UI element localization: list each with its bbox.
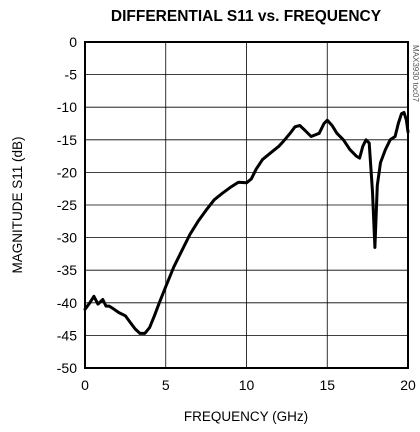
- y-tick-label: -35: [57, 262, 77, 278]
- figure-code-watermark: MAX3930 toc07: [411, 45, 420, 102]
- y-tick-label: -50: [57, 360, 77, 376]
- y-tick-label: -5: [65, 67, 78, 83]
- x-axis-label: FREQUENCY (GHz): [184, 409, 308, 424]
- x-axis-ticks: 0 5 10 15 20: [81, 377, 416, 393]
- y-tick-label: -10: [57, 99, 77, 115]
- y-tick-label: 0: [69, 34, 77, 50]
- plot-area-frame: [84, 41, 409, 369]
- y-tick-label: -30: [57, 230, 77, 246]
- grid: [84, 41, 409, 369]
- y-axis-label: MAGNITUDE S11 (dB): [10, 136, 25, 273]
- y-tick-label: -40: [57, 295, 77, 311]
- y-axis-ticks: 0 -5 -10 -15 -20 -25 -30 -35 -40 -45 -50: [57, 34, 77, 376]
- x-tick-label: 0: [81, 377, 89, 393]
- y-tick-label: -45: [57, 327, 77, 343]
- y-tick-label: -15: [57, 132, 77, 148]
- x-tick-label: 15: [319, 377, 335, 393]
- chart-title: DIFFERENTIAL S11 vs. FREQUENCY: [111, 8, 382, 25]
- x-tick-label: 10: [239, 377, 255, 393]
- y-tick-label: -20: [57, 164, 77, 180]
- series-line-s11: [83, 110, 410, 335]
- y-tick-label: -25: [57, 197, 77, 213]
- x-tick-label: 20: [400, 377, 416, 393]
- x-tick-label: 5: [162, 377, 170, 393]
